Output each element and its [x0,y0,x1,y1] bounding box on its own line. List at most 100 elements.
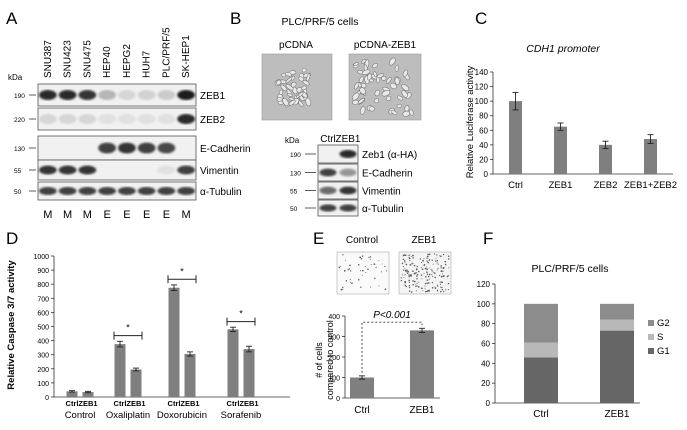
panel-f-bar-segment-s [600,319,634,331]
panel-e-cell-dot [405,285,407,288]
panel-e-cell-dot [402,266,405,268]
panel-e-cell-dot [348,268,351,270]
panel-a: A kDa SNU387 SNU423 SNU475 HEP40 HEPG2 HUH7 PL… [6,9,251,221]
panel-e-cell-dot [357,264,360,266]
panel-e-cell-dot [411,263,413,265]
panel-e-cell-dot [428,259,430,261]
panel-d-bar [66,391,78,397]
panel-b-cell [361,59,367,64]
panel-e-cell-dot [420,261,423,264]
panel-f: F PLC/PRF/5 cells 0 20 40 60 80 100 120 Ctrl ZEB… [477,229,670,420]
panel-e-cell-dot [422,290,424,292]
panel-e-cell-dot [436,262,438,264]
panel-e-cell-dot [361,255,364,258]
panel-f-y-tick-label: 100 [477,300,491,309]
panel-f-legend: G2 S G1 [648,318,670,357]
panel-a-band [98,142,117,154]
panel-e-cell-dot [431,281,434,284]
panel-b-band [319,186,337,195]
panel-e-cell-dot [358,279,360,281]
panel-b-image-label-2: pCDNA-ZEB1 [354,40,417,51]
panel-b-cell [374,89,380,97]
panel-a-blot-strip [37,181,197,201]
panel-e-cell-dot [402,258,405,261]
panel-e-cell-dot [424,267,427,270]
panel-e-cell-dot [342,288,344,290]
panel-b-cell [359,76,364,83]
panel-f-x-tick-label: Ctrl [533,409,549,420]
panel-e-cell-dot [416,285,418,287]
panel-b-band [339,186,357,195]
panel-f-legend-label: G1 [657,346,670,357]
panel-e-cell-dot [401,262,404,265]
panel-e-cell-dot [428,267,430,269]
panel-e-cell-dot [440,265,442,267]
panel-e-y-tick-label: 300 [328,335,340,342]
panel-c-bar [554,126,567,174]
panel-e-cell-dot [347,269,349,271]
panel-d-y-tick-label: 0 [45,395,49,402]
panel-a-blot-strip [37,159,197,181]
panel-b-lane-label: Ctrl [320,134,336,145]
panel-e-cell-dot [403,254,406,256]
panel-e-cell-dot [431,274,433,276]
panel-e-cell-dot [349,279,351,281]
panel-f-title: PLC/PRF/5 cells [531,263,608,275]
panel-e-cell-dot [417,270,420,273]
panel-e-cell-dot [404,284,407,287]
panel-b-kda-value: 50 [290,206,298,213]
panel-a-lane-label: HEP40 [102,46,113,78]
panel-e-cell-dot [432,263,434,265]
panel-b-cell [381,89,391,97]
panel-e-cell-dot [439,274,441,277]
panel-b-cell [285,84,294,91]
panel-d-y-tick-label: 700 [37,296,49,303]
panel-e-cell-dot [401,274,403,276]
panel-b-cell [361,69,371,75]
panel-a-phenotype: E [143,209,150,221]
panel-e-cell-dot [424,282,427,285]
panel-e-cell-dot [378,285,380,287]
panel-b-letter: B [230,9,241,28]
panel-e-cell-dot [380,271,382,273]
panel-f-y-tick-label: 0 [486,399,491,408]
panel-b-cell [388,57,396,66]
panel-a-band [78,114,97,124]
panel-e-cell-dot [415,284,417,286]
panel-b-cell [389,82,397,90]
panel-e-cell-dot [362,269,364,272]
panel-a-band [177,186,196,196]
panel-d-sub-label: Ctrl [66,399,79,408]
panel-d-sub-label: ZEB1 [180,399,199,408]
panel-e-cell-dot [426,271,428,273]
panel-e-cell-dot [439,290,442,293]
panel-a-band [38,165,57,175]
panel-e-cell-dot [385,270,387,272]
panel-f-legend-label: S [657,332,663,343]
panel-b-kda-value: 55 [290,189,298,196]
panel-e-x-tick-label: ZEB1 [409,405,434,416]
panel-b-cell [352,92,360,101]
panel-f-legend-swatch [648,348,654,354]
panel-e-cell-dot [426,279,429,281]
panel-e-cell-dot [441,289,444,291]
panel-b-cell [385,77,392,84]
panel-a-lane-labels: SNU387 SNU423 SNU475 HEP40 HEPG2 HUH7 PLC/PRF/… [43,27,192,78]
panel-e-cell-dot [416,282,418,284]
panel-d-sub-label: ZEB1 [239,399,258,408]
panel-e-cell-dot [408,281,410,283]
panel-e-cell-dot [418,281,420,283]
panel-d-bar [184,353,196,397]
panel-d-sig-mark: * [239,309,243,319]
panel-b-cell [276,79,282,86]
panel-b-image-label-1: pCDNA [279,40,313,51]
panel-b-blot-strip [317,199,359,217]
panel-e-cell-dot [433,253,436,255]
panel-a-kda-label: kDa [8,73,23,82]
panel-e-image-label-2: ZEB1 [411,235,436,246]
panel-a-lane-label: SNU475 [82,40,93,78]
panel-f-y-tick-label: 40 [481,359,490,368]
panel-b-micrograph-zeb1 [348,53,422,121]
panel-d-bar [227,329,239,397]
panel-e-cell-dot [350,270,352,272]
